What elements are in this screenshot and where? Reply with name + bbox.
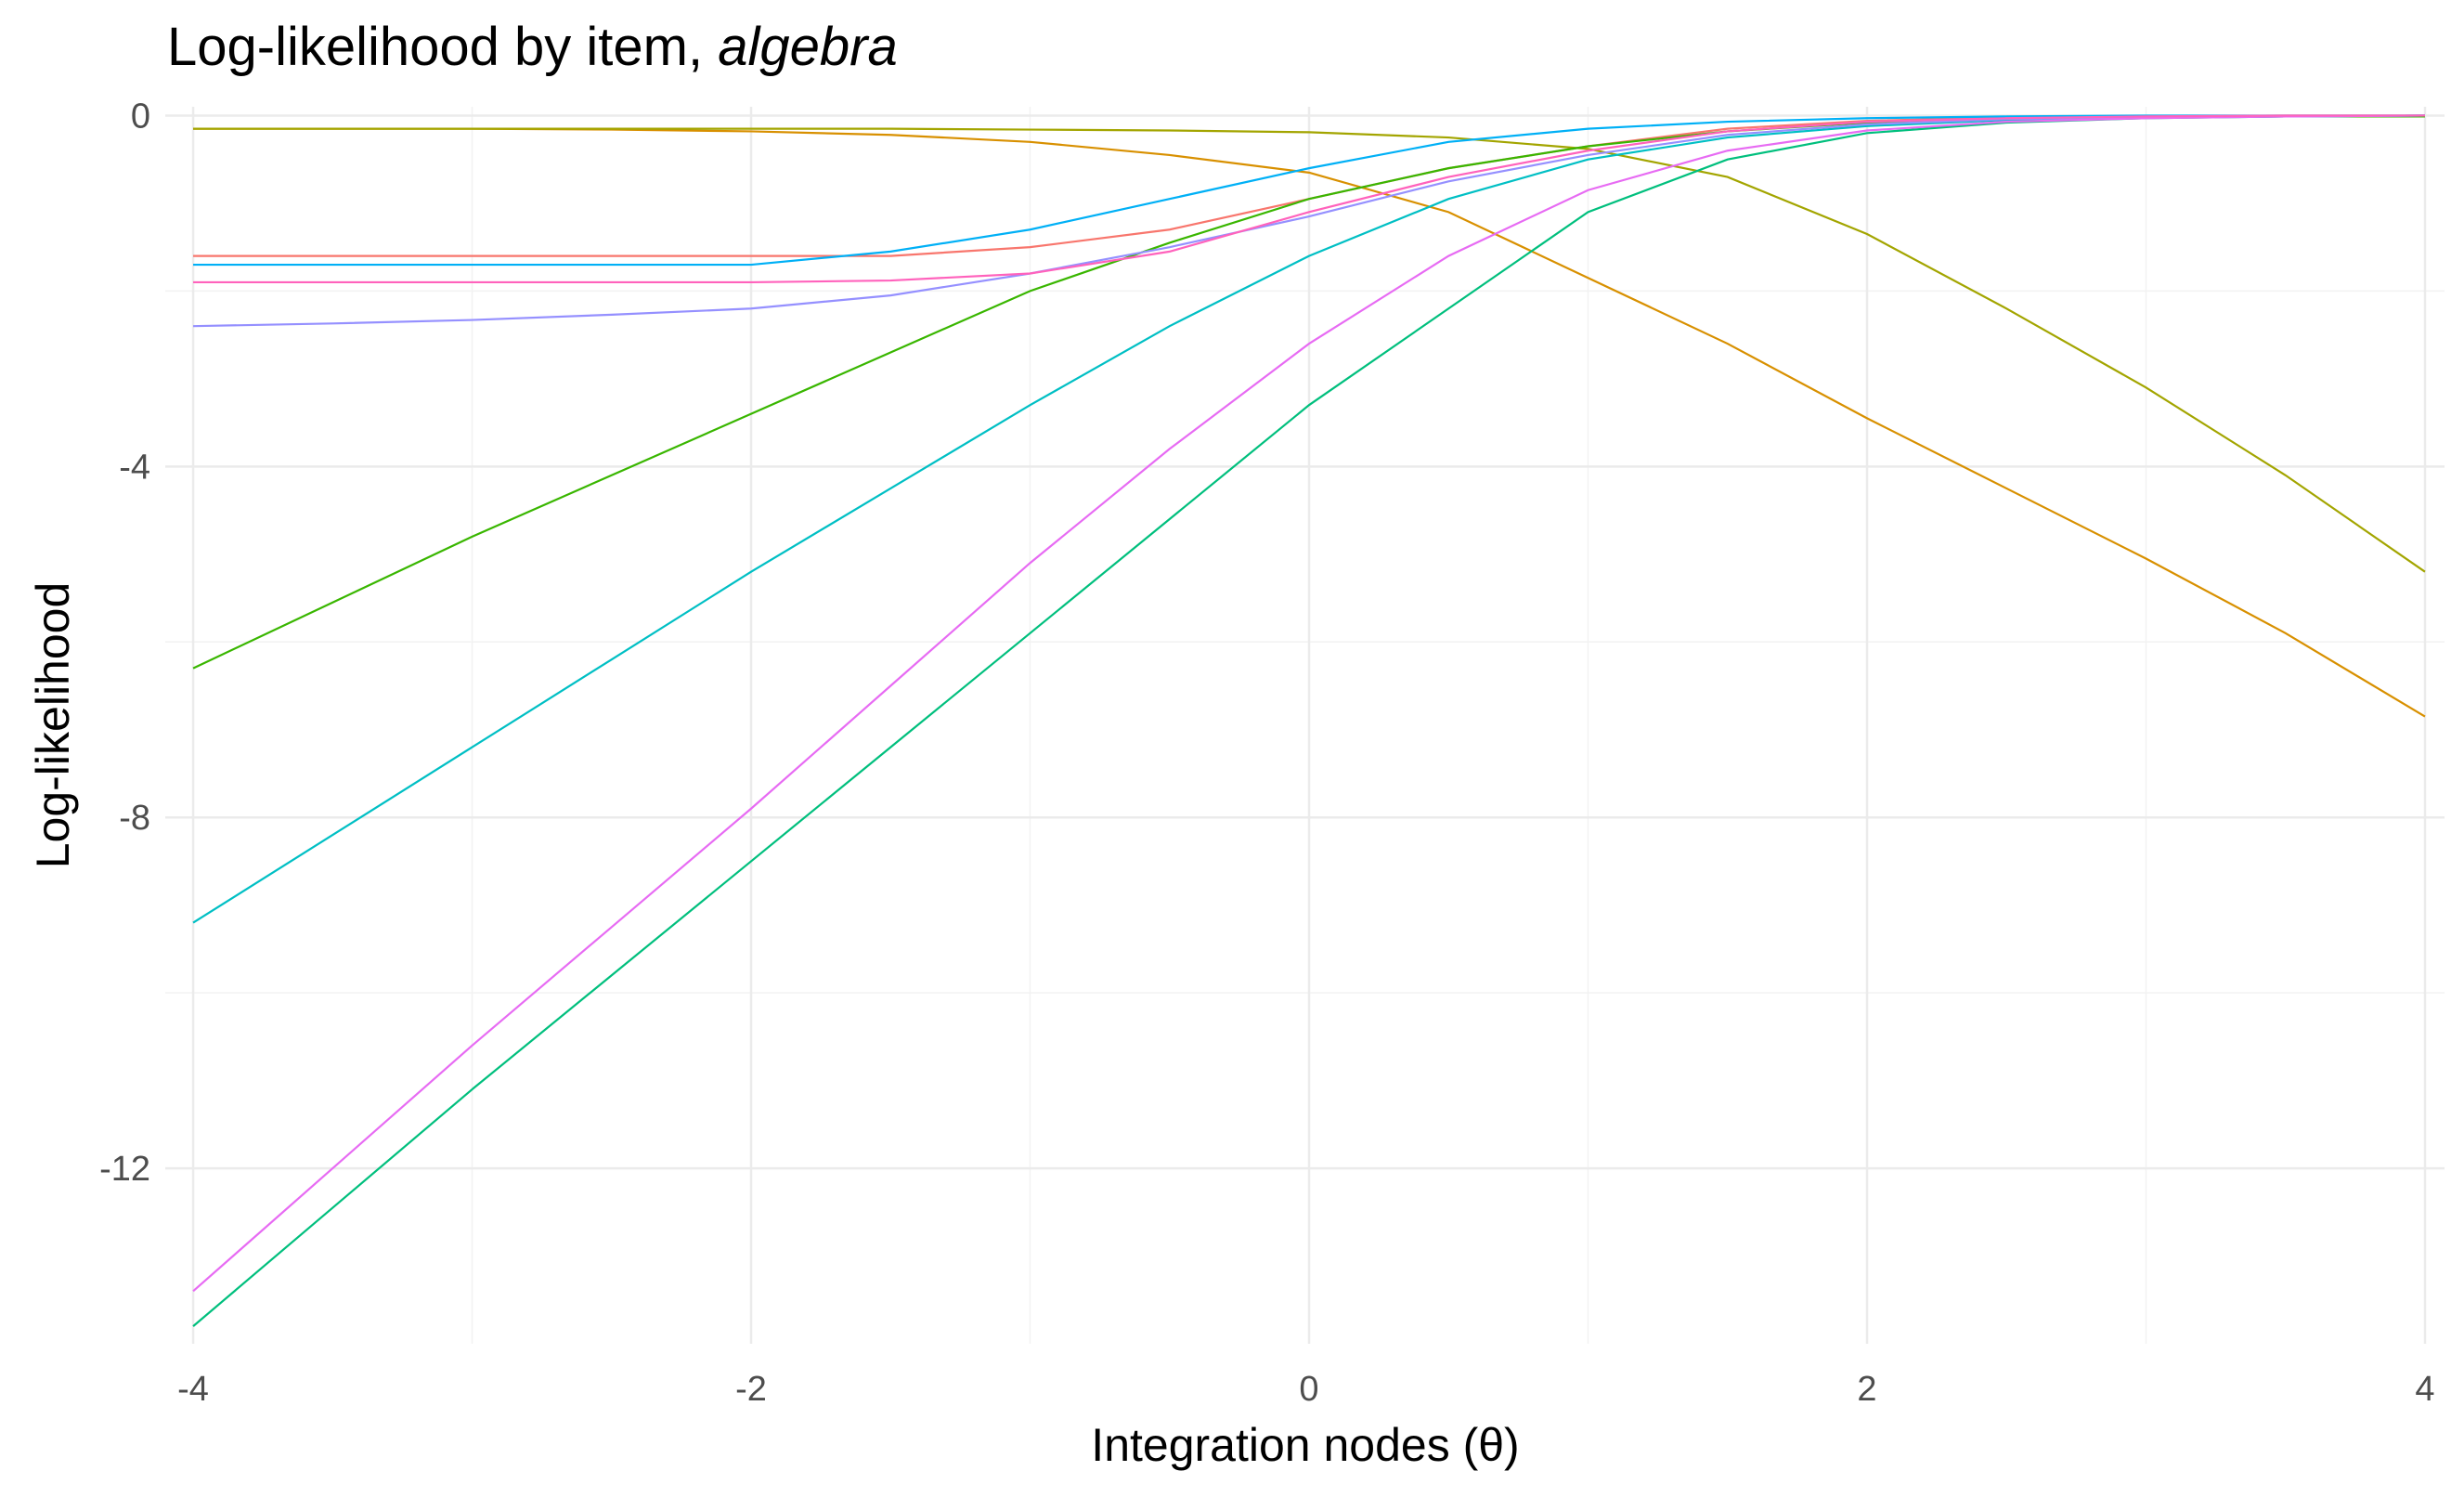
y-tick-label: 0 [131, 97, 150, 136]
x-tick-label: 0 [1299, 1370, 1318, 1409]
title-emphasis: algebra [718, 17, 897, 77]
x-tick-label: 2 [1857, 1370, 1876, 1409]
chart-title: Log-likelihood by item, algebra [167, 17, 898, 77]
x-tick-label: -2 [735, 1370, 767, 1409]
x-tick-label: 4 [2415, 1370, 2434, 1409]
y-axis-title: Log-likelihood [27, 582, 79, 869]
y-tick-label: -4 [119, 448, 150, 487]
series-line [193, 114, 2425, 267]
series-line [192, 114, 2425, 1293]
y-tick-label: -12 [99, 1150, 150, 1189]
title-text: Log-likelihood by item, [167, 17, 703, 77]
x-axis-title: Integration nodes (θ) [1091, 1419, 1519, 1471]
x-tick-label: -4 [177, 1370, 209, 1409]
series-line [193, 114, 2425, 284]
y-tick-label: -8 [119, 799, 150, 838]
series-line [193, 127, 2426, 573]
